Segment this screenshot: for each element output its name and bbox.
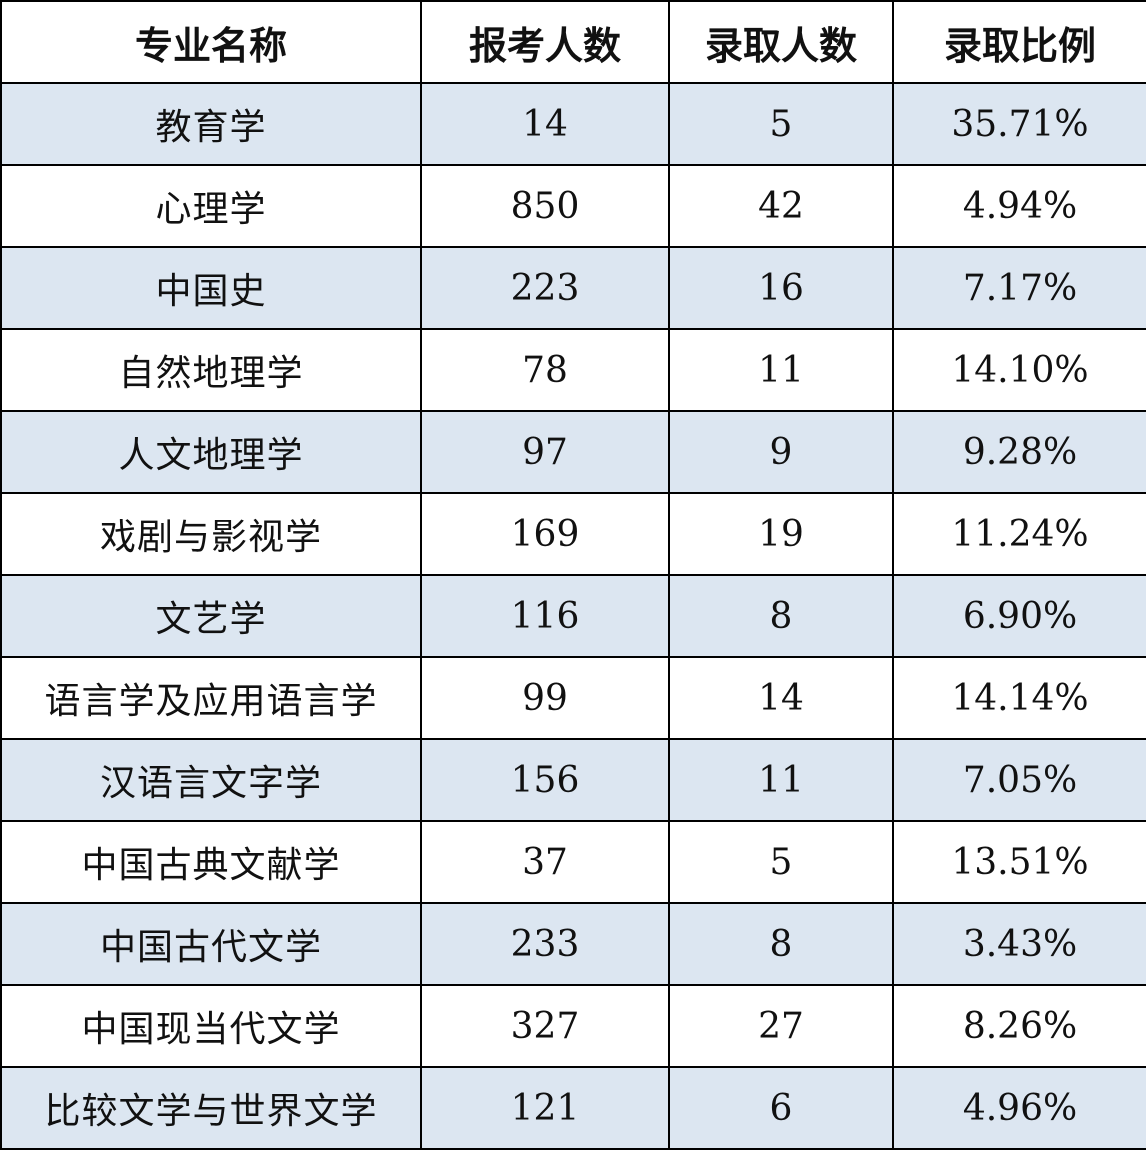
- cell-major: 人文地理学: [0, 410, 422, 494]
- cell-admitted: 27: [668, 984, 894, 1068]
- table-row: 心理学 850 42 4.94%: [0, 164, 1146, 248]
- cell-applicants: 14: [420, 82, 670, 166]
- header-row: 专业名称 报考人数 录取人数 录取比例: [0, 0, 1146, 84]
- cell-major: 中国古代文学: [0, 902, 422, 986]
- cell-admitted: 19: [668, 492, 894, 576]
- cell-major: 自然地理学: [0, 328, 422, 412]
- cell-admitted: 8: [668, 902, 894, 986]
- cell-ratio: 7.05%: [892, 738, 1146, 822]
- cell-applicants: 327: [420, 984, 670, 1068]
- cell-major: 中国史: [0, 246, 422, 330]
- table-row: 自然地理学 78 11 14.10%: [0, 328, 1146, 412]
- header-applicants: 报考人数: [420, 0, 670, 84]
- table-row: 戏剧与影视学 169 19 11.24%: [0, 492, 1146, 576]
- cell-applicants: 116: [420, 574, 670, 658]
- cell-ratio: 13.51%: [892, 820, 1146, 904]
- table-row: 比较文学与世界文学 121 6 4.96%: [0, 1066, 1146, 1150]
- cell-major: 教育学: [0, 82, 422, 166]
- cell-major: 心理学: [0, 164, 422, 248]
- cell-admitted: 11: [668, 328, 894, 412]
- cell-major: 中国现当代文学: [0, 984, 422, 1068]
- cell-ratio: 6.90%: [892, 574, 1146, 658]
- cell-applicants: 121: [420, 1066, 670, 1150]
- cell-applicants: 97: [420, 410, 670, 494]
- table-row: 人文地理学 97 9 9.28%: [0, 410, 1146, 494]
- cell-applicants: 233: [420, 902, 670, 986]
- cell-admitted: 16: [668, 246, 894, 330]
- cell-ratio: 4.96%: [892, 1066, 1146, 1150]
- cell-admitted: 42: [668, 164, 894, 248]
- cell-applicants: 223: [420, 246, 670, 330]
- table-row: 文艺学 116 8 6.90%: [0, 574, 1146, 658]
- cell-applicants: 156: [420, 738, 670, 822]
- cell-admitted: 6: [668, 1066, 894, 1150]
- cell-ratio: 7.17%: [892, 246, 1146, 330]
- cell-admitted: 9: [668, 410, 894, 494]
- cell-ratio: 14.14%: [892, 656, 1146, 740]
- header-major: 专业名称: [0, 0, 422, 84]
- cell-ratio: 11.24%: [892, 492, 1146, 576]
- cell-applicants: 37: [420, 820, 670, 904]
- cell-applicants: 850: [420, 164, 670, 248]
- table-row: 教育学 14 5 35.71%: [0, 82, 1146, 166]
- cell-applicants: 169: [420, 492, 670, 576]
- table-row: 语言学及应用语言学 99 14 14.14%: [0, 656, 1146, 740]
- cell-applicants: 78: [420, 328, 670, 412]
- cell-ratio: 35.71%: [892, 82, 1146, 166]
- cell-major: 中国古典文献学: [0, 820, 422, 904]
- table-row: 中国古代文学 233 8 3.43%: [0, 902, 1146, 986]
- cell-major: 汉语言文字学: [0, 738, 422, 822]
- cell-ratio: 8.26%: [892, 984, 1146, 1068]
- cell-ratio: 4.94%: [892, 164, 1146, 248]
- cell-ratio: 9.28%: [892, 410, 1146, 494]
- cell-ratio: 3.43%: [892, 902, 1146, 986]
- cell-admitted: 5: [668, 82, 894, 166]
- cell-applicants: 99: [420, 656, 670, 740]
- cell-major: 语言学及应用语言学: [0, 656, 422, 740]
- cell-admitted: 5: [668, 820, 894, 904]
- table-row: 中国古典文献学 37 5 13.51%: [0, 820, 1146, 904]
- header-ratio: 录取比例: [892, 0, 1146, 84]
- cell-ratio: 14.10%: [892, 328, 1146, 412]
- table-row: 中国现当代文学 327 27 8.26%: [0, 984, 1146, 1068]
- cell-major: 戏剧与影视学: [0, 492, 422, 576]
- table-row: 汉语言文字学 156 11 7.05%: [0, 738, 1146, 822]
- cell-admitted: 8: [668, 574, 894, 658]
- cell-admitted: 11: [668, 738, 894, 822]
- cell-major: 比较文学与世界文学: [0, 1066, 422, 1150]
- cell-admitted: 14: [668, 656, 894, 740]
- header-admitted: 录取人数: [668, 0, 894, 84]
- cell-major: 文艺学: [0, 574, 422, 658]
- table-row: 中国史 223 16 7.17%: [0, 246, 1146, 330]
